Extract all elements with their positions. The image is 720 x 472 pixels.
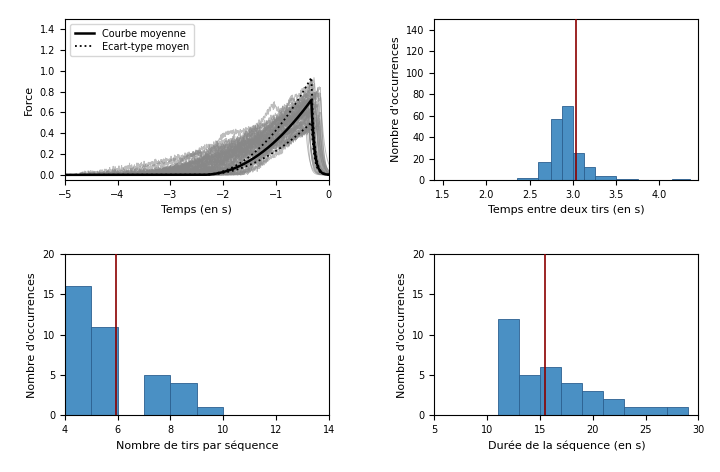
Courbe moyenne (266, 143, 275, 148)
Bar (667, 407, 688, 415)
Line: Courbe moyenne: Courbe moyenne (65, 100, 329, 175)
Courbe moyenne (87, 172, 96, 177)
Bar (540, 367, 561, 415)
Ecart-type moyen (60, 172, 69, 177)
Bar (562, 106, 573, 180)
X-axis label: Temps entre deux tirs (en s): Temps entre deux tirs (en s) (488, 205, 644, 215)
Bar (603, 399, 624, 415)
Bar (498, 319, 519, 415)
Courbe moyenne (307, 97, 315, 103)
Bar (672, 179, 690, 180)
Line: Ecart-type moyen: Ecart-type moyen (65, 77, 329, 175)
Courbe moyenne (167, 172, 176, 177)
Bar (573, 153, 584, 180)
Bar (616, 179, 638, 180)
Courbe moyenne (242, 160, 251, 166)
Bar (519, 375, 540, 415)
Legend: Courbe moyenne, Ecart-type moyen: Courbe moyenne, Ecart-type moyen (70, 24, 194, 56)
Bar (582, 391, 603, 415)
Bar (65, 287, 91, 415)
Bar (624, 407, 667, 415)
Ecart-type moyen (325, 172, 333, 177)
Ecart-type moyen (87, 172, 96, 177)
Ecart-type moyen (176, 172, 185, 177)
Bar (595, 176, 616, 180)
Courbe moyenne (60, 172, 69, 177)
Bar (552, 119, 562, 180)
Bar (539, 162, 552, 180)
Y-axis label: Force: Force (24, 84, 34, 115)
Y-axis label: Nombre d'occurrences: Nombre d'occurrences (27, 272, 37, 397)
Ecart-type moyen (242, 156, 251, 162)
Bar (517, 178, 539, 180)
Ecart-type moyen (167, 172, 176, 177)
Bar (144, 375, 171, 415)
Courbe moyenne (325, 172, 333, 177)
Y-axis label: Nombre d'occurrences: Nombre d'occurrences (391, 37, 400, 162)
Courbe moyenne (176, 172, 185, 177)
Bar (91, 327, 117, 415)
X-axis label: Nombre de tirs par séquence: Nombre de tirs par séquence (115, 441, 278, 451)
Bar (171, 383, 197, 415)
Ecart-type moyen (266, 134, 275, 139)
Bar (584, 167, 595, 180)
Bar (561, 383, 582, 415)
Ecart-type moyen (307, 75, 315, 80)
Ecart-type moyen (271, 128, 280, 134)
X-axis label: Durée de la séquence (en s): Durée de la séquence (en s) (487, 441, 645, 451)
Courbe moyenne (271, 138, 280, 144)
X-axis label: Temps (en s): Temps (en s) (161, 205, 233, 215)
Bar (197, 407, 223, 415)
Y-axis label: Nombre d'occurrences: Nombre d'occurrences (397, 272, 407, 397)
